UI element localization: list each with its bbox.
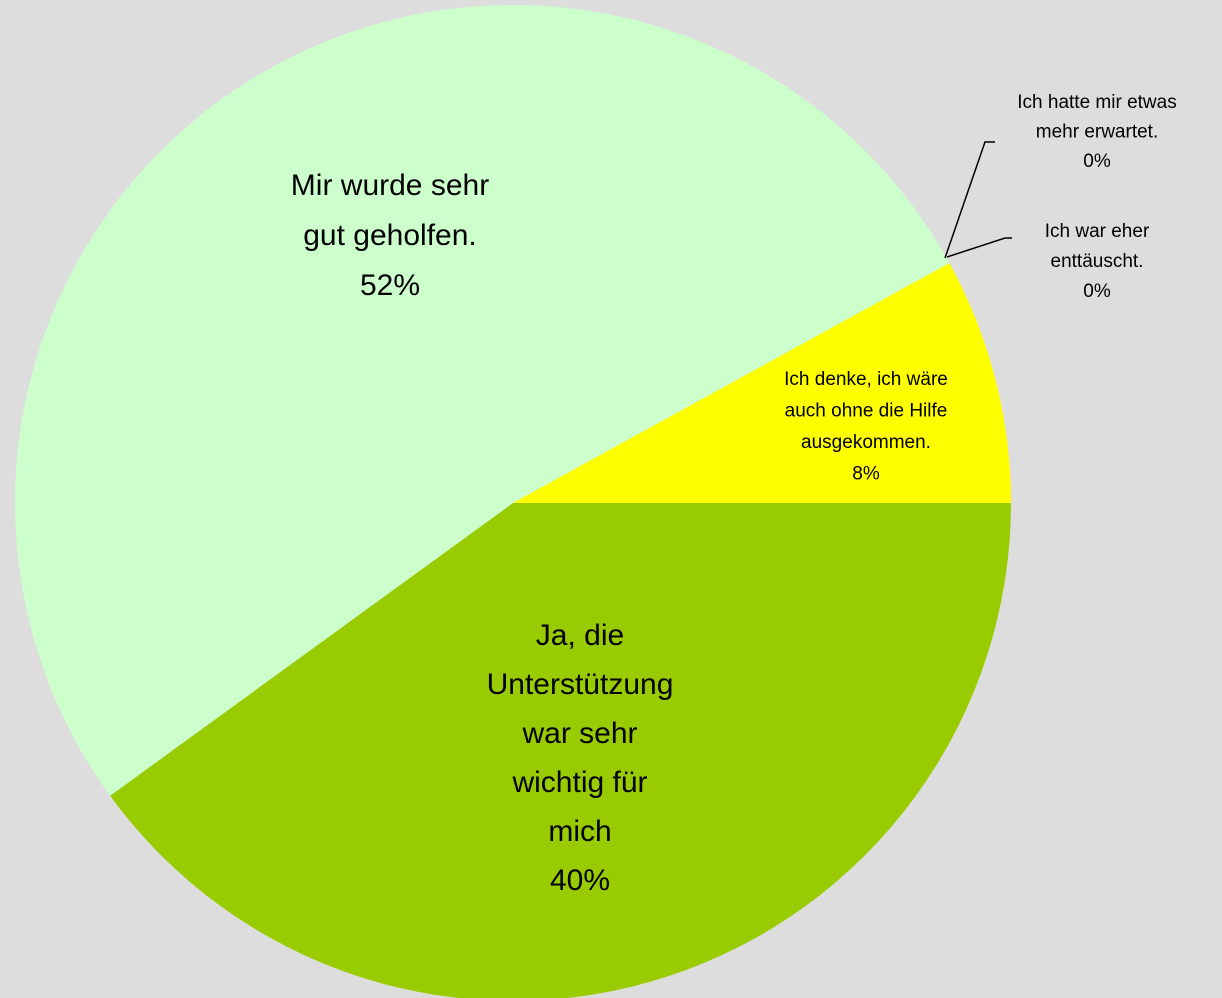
label-line: mehr erwartet.	[1036, 122, 1158, 143]
slice-label: Ich denke, ich wäre auch ohne die Hilfe au…	[784, 369, 948, 453]
value-label: 52%	[360, 269, 420, 302]
label-line: mich	[548, 815, 611, 848]
value-label: 8%	[852, 464, 880, 485]
label-line: Unterstützung	[487, 668, 674, 701]
value-label: 40%	[550, 864, 610, 897]
label-line: enttäuscht.	[1051, 251, 1144, 272]
value-label: 0%	[1083, 281, 1111, 302]
label-line: Ich hatte mir etwas	[1017, 92, 1176, 113]
label-line: ausgekommen.	[801, 432, 931, 453]
label-line: Ja, die	[536, 619, 624, 652]
leader-line	[944, 141, 995, 259]
label-line: Mir wurde sehr	[291, 169, 489, 202]
label-line: war sehr	[521, 717, 637, 750]
label-line: Ich war eher	[1045, 221, 1150, 242]
pie-slice	[110, 503, 1011, 998]
slices	[15, 5, 1011, 998]
slice-label: Ich hatte mir etwas mehr erwartet.	[1017, 92, 1176, 143]
value-label: 0%	[1083, 151, 1111, 172]
leader-line	[946, 237, 1012, 258]
labels: Ja, die Unterstützung war sehr wichtig für m…	[291, 92, 1177, 897]
slice-label: Ich war eher enttäuscht.	[1045, 221, 1150, 272]
slice-label: Mir wurde sehr gut geholfen.	[291, 169, 489, 252]
label-line: auch ohne die Hilfe	[785, 401, 948, 422]
pie-slice	[15, 5, 950, 796]
label-line: Ich denke, ich wäre	[784, 369, 948, 390]
label-line: gut geholfen.	[303, 219, 476, 252]
label-line: wichtig für	[511, 766, 647, 799]
slice-label: Ja, die Unterstützung war sehr wichtig für m…	[487, 619, 674, 848]
pie-slice	[513, 263, 1011, 503]
